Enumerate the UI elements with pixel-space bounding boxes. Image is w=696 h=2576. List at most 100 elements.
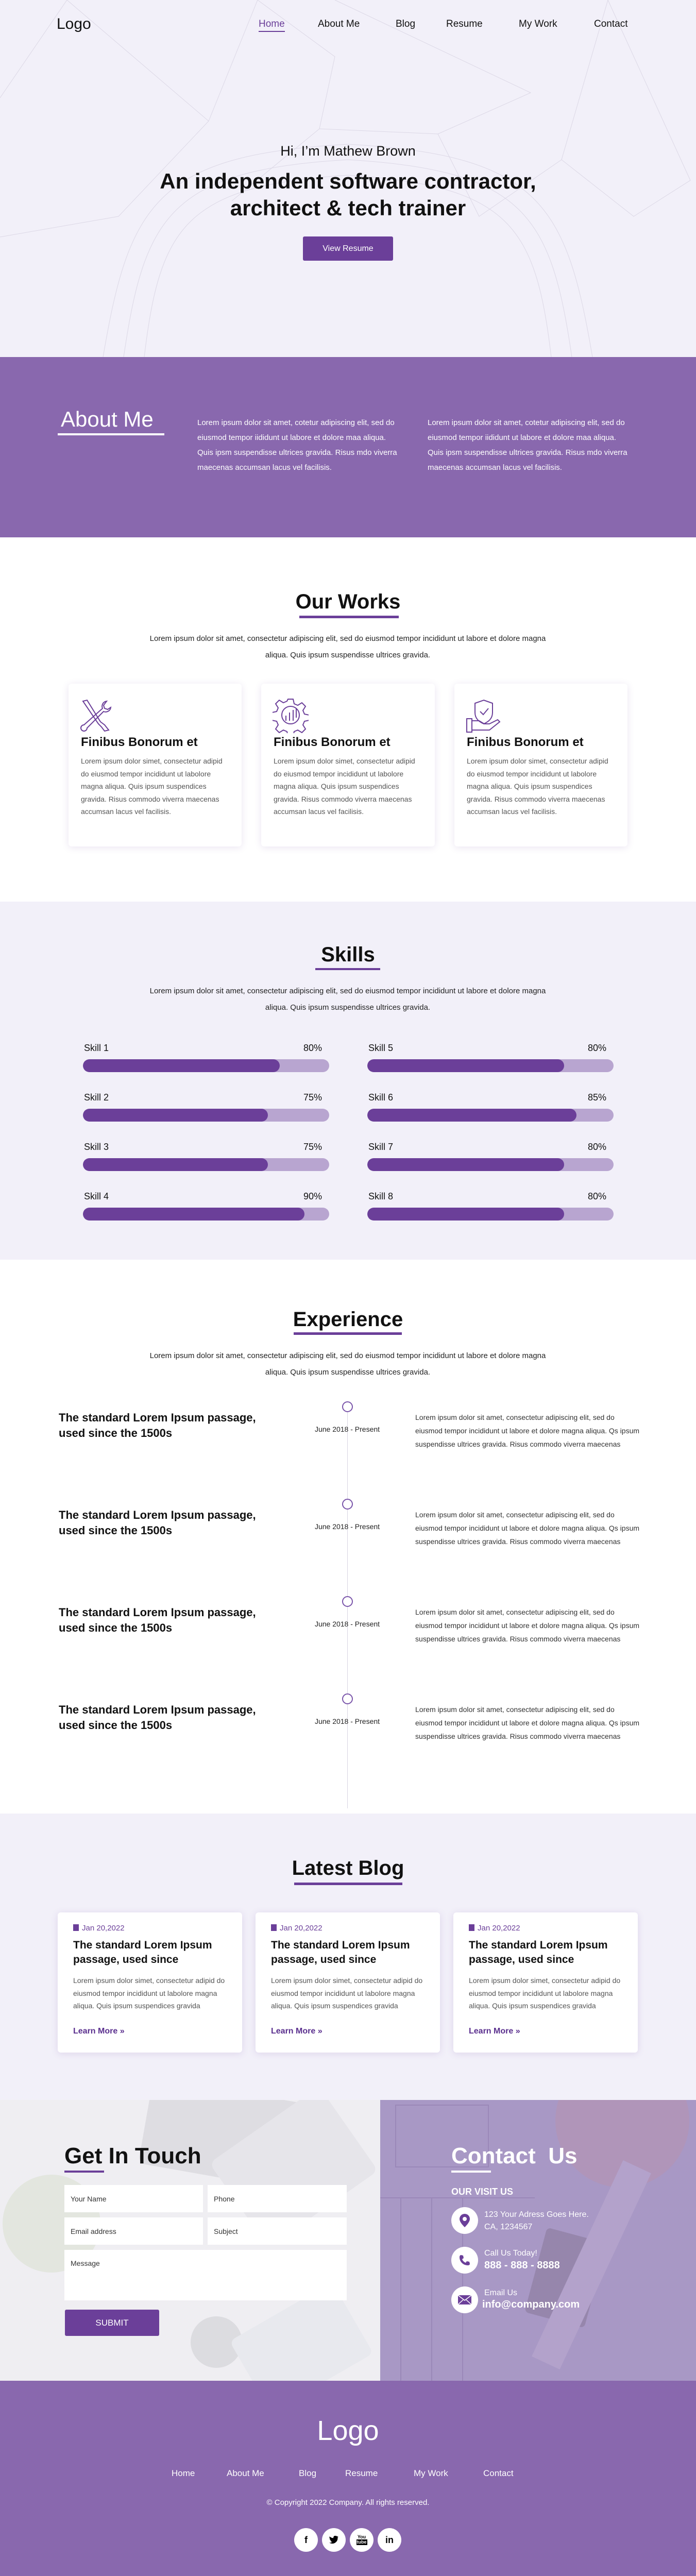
skill-percent: 75% bbox=[303, 1142, 322, 1152]
blueprint-background-image bbox=[380, 2100, 689, 2381]
timeline-date: June 2018 - Present bbox=[314, 1425, 380, 1433]
blog-title[interactable]: The standard Lorem Ipsum passage, used s… bbox=[271, 1939, 410, 1965]
blog-title[interactable]: The standard Lorem Ipsum passage, used s… bbox=[73, 1939, 212, 1965]
timeline-text: Lorem ipsum dolor sit amet, consectetur … bbox=[415, 1608, 640, 1643]
footer-nav-contact[interactable]: Contact bbox=[483, 2468, 514, 2478]
address-line1: 123 Your Adress Goes Here. bbox=[484, 2210, 589, 2219]
works-title: Our Works bbox=[295, 590, 401, 613]
learn-more-link[interactable]: Learn More » bbox=[73, 2027, 125, 2036]
skill-percent: 80% bbox=[303, 1043, 322, 1053]
work-card-text: Lorem ipsum dolor simet, consectetur adi… bbox=[81, 757, 223, 816]
email-address[interactable]: info@company.com bbox=[482, 2299, 580, 2310]
skill-progress-fill bbox=[83, 1059, 280, 1072]
skill-label: Skill 5 bbox=[368, 1043, 394, 1053]
hero-headline-line1: An independent software contractor, bbox=[160, 169, 536, 193]
skill-label: Skill 2 bbox=[84, 1092, 109, 1103]
skill-progress-bar bbox=[367, 1158, 614, 1171]
nav-blog[interactable]: Blog bbox=[396, 19, 416, 29]
tools-icon bbox=[80, 699, 112, 732]
skill-percent: 80% bbox=[587, 1043, 606, 1053]
timeline-text: Lorem ipsum dolor sit amet, consectetur … bbox=[415, 1413, 640, 1448]
footer-logo[interactable]: Logo bbox=[317, 2415, 379, 2446]
skill-percent: 80% bbox=[587, 1142, 606, 1152]
blog-title-underline bbox=[294, 1883, 402, 1885]
name-input[interactable] bbox=[64, 2185, 203, 2212]
timeline-item: The standard Lorem Ipsum passage, used s… bbox=[0, 1499, 696, 1597]
nav-my-work[interactable]: My Work bbox=[519, 19, 557, 29]
work-card-text: Lorem ipsum dolor simet, consectetur adi… bbox=[274, 757, 415, 816]
email-icon bbox=[451, 2286, 478, 2313]
footer-nav-about-me[interactable]: About Me bbox=[227, 2468, 264, 2478]
blog-card[interactable]: Jan 20,2022 The standard Lorem Ipsum pass… bbox=[256, 1912, 440, 2053]
nav-home[interactable]: Home bbox=[259, 19, 285, 32]
skill-label: Skill 6 bbox=[368, 1092, 394, 1103]
message-textarea[interactable] bbox=[64, 2250, 347, 2300]
timeline-dot bbox=[342, 1499, 353, 1510]
timeline-item: The standard Lorem Ipsum passage, used s… bbox=[0, 1693, 696, 1791]
timeline-line bbox=[347, 1406, 348, 1808]
calendar-icon bbox=[73, 1924, 79, 1931]
timeline-dot bbox=[342, 1693, 353, 1704]
phone-icon bbox=[451, 2247, 478, 2274]
contact-info-subtitle: OUR VISIT US bbox=[451, 2187, 514, 2197]
blog-card[interactable]: Jan 20,2022 The standard Lorem Ipsum pass… bbox=[453, 1912, 638, 2053]
contact-info-panel bbox=[380, 2100, 696, 2381]
skill-label: Skill 8 bbox=[368, 1191, 394, 1201]
skills-section: Skills Lorem ipsum dolor sit amet, conse… bbox=[0, 902, 696, 1260]
footer-nav-home[interactable]: Home bbox=[172, 2468, 195, 2478]
nav-about-me[interactable]: About Me bbox=[318, 19, 360, 29]
experience-title-underline bbox=[294, 1332, 402, 1335]
blog-excerpt: Lorem ipsum dolor simet, consectetur adi… bbox=[469, 1976, 621, 2010]
calendar-icon bbox=[469, 1924, 474, 1931]
linkedin-icon[interactable]: in bbox=[378, 2528, 401, 2552]
blog-date-text: Jan 20,2022 bbox=[478, 1924, 520, 1933]
learn-more-link[interactable]: Learn More » bbox=[469, 2027, 520, 2036]
youtube-icon[interactable]: You tube bbox=[350, 2528, 374, 2552]
footer-nav-blog[interactable]: Blog bbox=[299, 2468, 317, 2478]
learn-more-link[interactable]: Learn More » bbox=[271, 2027, 322, 2036]
logo[interactable]: Logo bbox=[57, 15, 91, 32]
skill-percent: 75% bbox=[303, 1092, 322, 1103]
email-label: Email Us bbox=[484, 2289, 518, 2297]
view-resume-button[interactable]: View Resume bbox=[303, 236, 393, 261]
contact-info-title-underline bbox=[451, 2171, 491, 2173]
nav-contact[interactable]: Contact bbox=[594, 19, 628, 29]
blog-title[interactable]: The standard Lorem Ipsum passage, used s… bbox=[469, 1939, 608, 1965]
work-card-title: Finibus Bonorum et bbox=[467, 735, 584, 749]
contact-form-title-underline bbox=[64, 2171, 104, 2173]
phone-number[interactable]: 888 - 888 - 8888 bbox=[484, 2260, 560, 2271]
facebook-icon[interactable]: f bbox=[294, 2528, 318, 2552]
skills-title-underline bbox=[315, 968, 380, 970]
blog-card[interactable]: Jan 20,2022 The standard Lorem Ipsum pass… bbox=[58, 1912, 242, 2053]
phone-input[interactable] bbox=[208, 2185, 347, 2212]
timeline-title: The standard Lorem Ipsum passage, used s… bbox=[59, 1509, 256, 1537]
calendar-icon bbox=[271, 1924, 277, 1931]
blog-date: Jan 20,2022 bbox=[271, 1924, 322, 1933]
submit-button[interactable]: SUBMIT bbox=[65, 2310, 159, 2336]
email-input[interactable] bbox=[64, 2217, 203, 2245]
timeline-dot bbox=[342, 1401, 353, 1412]
contact-info-title: Contact Us bbox=[451, 2143, 578, 2168]
footer-nav-my-work[interactable]: My Work bbox=[414, 2468, 448, 2478]
contact-form-title: Get In Touch bbox=[64, 2143, 201, 2168]
copyright: © Copyright 2022 Company. All rights res… bbox=[266, 2498, 430, 2507]
skill-progress-fill bbox=[367, 1059, 565, 1072]
twitter-icon[interactable] bbox=[322, 2528, 346, 2552]
work-card[interactable]: Finibus Bonorum et Lorem ipsum dolor sim… bbox=[69, 684, 242, 846]
skill-item: Skill 3 75% bbox=[83, 1142, 329, 1178]
call-label: Call Us Today! bbox=[484, 2249, 537, 2258]
contact-section: Get In Touch SUBMIT Contact Us OUR VISIT… bbox=[0, 2100, 696, 2381]
timeline-date: June 2018 - Present bbox=[314, 1620, 380, 1628]
work-card[interactable]: Finibus Bonorum et Lorem ipsum dolor sim… bbox=[261, 684, 435, 846]
experience-intro: Lorem ipsum dolor sit amet, consectetur … bbox=[149, 1351, 546, 1377]
nav-resume[interactable]: Resume bbox=[446, 19, 483, 29]
experience-title: Experience bbox=[293, 1308, 403, 1331]
footer-nav-resume[interactable]: Resume bbox=[345, 2468, 378, 2478]
shield-hand-icon bbox=[466, 699, 501, 733]
skill-progress-fill bbox=[83, 1109, 268, 1122]
subject-input[interactable] bbox=[208, 2217, 347, 2245]
blog-excerpt: Lorem ipsum dolor simet, consectetur adi… bbox=[73, 1976, 225, 2010]
timeline-title: The standard Lorem Ipsum passage, used s… bbox=[59, 1606, 256, 1634]
work-card[interactable]: Finibus Bonorum et Lorem ipsum dolor sim… bbox=[454, 684, 627, 846]
skill-item: Skill 2 75% bbox=[83, 1092, 329, 1128]
